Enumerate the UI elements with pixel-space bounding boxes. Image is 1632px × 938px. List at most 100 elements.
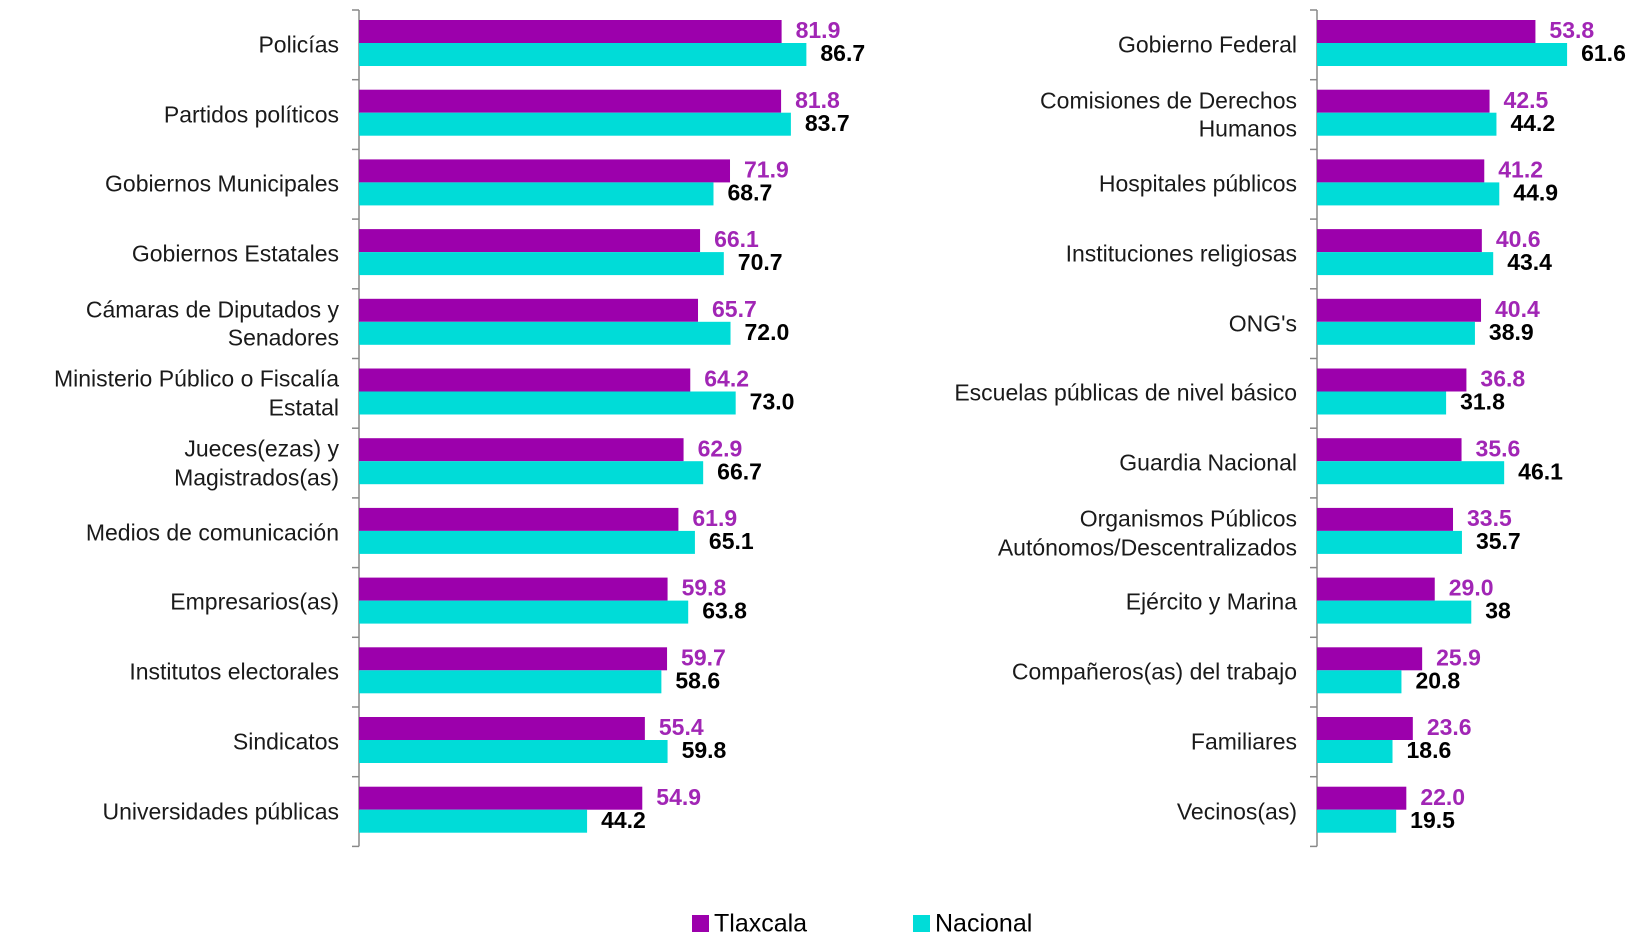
category-label: ONG's	[1228, 310, 1297, 337]
bar	[1317, 786, 1407, 810]
value-label: 65.7	[712, 296, 757, 322]
bar	[359, 391, 736, 415]
value-label: 58.6	[675, 667, 720, 693]
category-label: Ejército y Marina	[1125, 589, 1297, 616]
legend-swatch	[913, 915, 930, 932]
value-label: 65.1	[709, 528, 754, 554]
legend-label: Nacional	[935, 910, 1032, 938]
category-label: Partidos políticos	[163, 101, 339, 128]
category-label: Empresarios(as)	[170, 589, 339, 616]
bar	[1317, 298, 1482, 322]
bar	[1317, 600, 1472, 624]
value-label: 29.0	[1449, 575, 1494, 601]
bar	[1317, 577, 1435, 601]
bar	[359, 647, 668, 671]
bar	[359, 717, 645, 740]
value-label: 38	[1485, 598, 1511, 624]
category-label: Guardia Nacional	[1119, 449, 1297, 476]
value-label: 35.6	[1476, 435, 1521, 461]
category-label: Instituciones religiosas	[1065, 240, 1297, 267]
value-label: 73.0	[750, 389, 795, 415]
category-label: Cámaras de Diputados y Senadores	[85, 295, 339, 351]
category-label: Ministerio Público o Fiscalía Estatal	[53, 365, 339, 421]
bar	[1317, 20, 1536, 43]
value-label: 59.8	[682, 575, 727, 601]
category-label: Escuelas públicas de nivel básico	[954, 379, 1297, 406]
value-label: 53.8	[1549, 17, 1594, 43]
bar	[359, 321, 731, 345]
value-label: 66.7	[717, 458, 762, 484]
bar	[359, 507, 679, 531]
value-label: 44.9	[1513, 179, 1558, 205]
value-label: 59.8	[682, 737, 727, 763]
bar	[359, 530, 695, 554]
legend-swatch	[692, 915, 709, 932]
bar	[359, 20, 782, 43]
value-label: 66.1	[714, 226, 759, 252]
category-label: Policías	[258, 31, 339, 58]
bar	[1317, 438, 1462, 462]
bar	[359, 577, 668, 601]
bar	[359, 368, 691, 392]
bar	[359, 600, 689, 624]
bar	[1317, 229, 1482, 253]
value-label: 86.7	[820, 40, 865, 66]
bar	[1317, 461, 1505, 485]
value-label: 43.4	[1507, 249, 1552, 275]
value-label: 40.4	[1495, 296, 1540, 322]
bar	[359, 298, 699, 322]
bar	[1317, 507, 1454, 531]
value-label: 25.9	[1436, 644, 1481, 670]
value-label: 35.7	[1476, 528, 1521, 554]
value-label: 68.7	[727, 179, 772, 205]
value-label: 20.8	[1415, 667, 1460, 693]
value-label: 63.8	[702, 598, 747, 624]
value-label: 83.7	[805, 110, 850, 136]
bar	[1317, 159, 1485, 183]
value-label: 70.7	[738, 249, 783, 275]
value-label: 71.9	[744, 156, 789, 182]
value-label: 61.6	[1581, 40, 1626, 66]
category-label: Institutos electorales	[129, 658, 339, 685]
value-label: 44.2	[1510, 110, 1555, 136]
value-label: 40.6	[1496, 226, 1541, 252]
bar	[1317, 252, 1494, 276]
value-label: 19.5	[1410, 807, 1455, 833]
bar	[1317, 43, 1568, 66]
category-label: Gobiernos Estatales	[131, 240, 339, 267]
category-label: Medios de comunicación	[85, 519, 339, 546]
value-label: 59.7	[681, 644, 726, 670]
bar	[359, 461, 704, 485]
bar	[1317, 809, 1397, 833]
value-label: 38.9	[1489, 319, 1534, 345]
value-label: 22.0	[1420, 784, 1465, 810]
bar	[359, 43, 807, 66]
value-label: 33.5	[1467, 505, 1512, 531]
bar	[359, 809, 588, 833]
bar	[1317, 89, 1490, 113]
bar	[1317, 717, 1413, 740]
legend-label: Tlaxcala	[714, 910, 807, 938]
value-label: 41.2	[1498, 156, 1543, 182]
category-label: Organismos Públicos Autónomos/Descentral…	[997, 505, 1297, 560]
bar	[359, 740, 668, 763]
category-label: Hospitales públicos	[1098, 170, 1297, 197]
category-label: Comisiones de Derechos Humanos	[1040, 86, 1297, 142]
category-label: Gobierno Federal	[1118, 31, 1297, 58]
bar	[359, 112, 791, 136]
bar	[359, 670, 662, 694]
bar	[1317, 530, 1462, 554]
bar	[1317, 182, 1500, 206]
value-label: 42.5	[1504, 87, 1549, 113]
bar	[359, 89, 782, 113]
value-label: 36.8	[1480, 366, 1525, 392]
category-label: Jueces(ezas) y Magistrados(as)	[174, 435, 339, 491]
value-label: 46.1	[1518, 458, 1563, 484]
value-label: 61.9	[692, 505, 737, 531]
value-label: 81.8	[795, 87, 840, 113]
category-label: Sindicatos	[232, 728, 339, 755]
bar	[359, 786, 643, 810]
bar	[359, 159, 731, 183]
category-label: Compañeros(as) del trabajo	[1011, 658, 1297, 685]
